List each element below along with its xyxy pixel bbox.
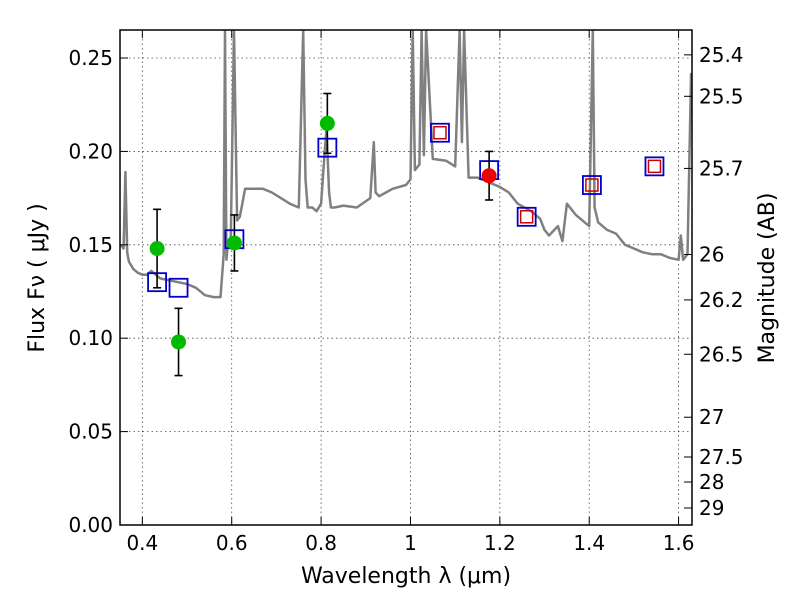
- axis-ticks: 0.4 0.6 0.8 1 1.2 1.4 1.6 0.00 0.05 0.10 0.15 0.20 0…: [68, 30, 744, 555]
- y-tick-label: 0.00: [68, 513, 113, 537]
- x-tick-label: 1.6: [663, 531, 695, 555]
- limit-square: [433, 125, 447, 140]
- limit-square: [585, 178, 599, 192]
- plot-frame: [119, 29, 693, 526]
- x-tick-label: 0.6: [216, 531, 248, 555]
- x-tick-label: 1: [404, 531, 417, 555]
- x-axis-label: Wavelength λ (μm): [301, 564, 511, 589]
- model-photometry-square: [582, 175, 602, 195]
- x-tick-label: 1.2: [484, 531, 516, 555]
- y2-tick-label: 25.5: [699, 84, 744, 108]
- y2-tick-label: 26.5: [699, 342, 744, 366]
- limit-square: [647, 159, 662, 174]
- limit-square: [519, 210, 534, 224]
- y-tick-label: 0.10: [68, 326, 113, 350]
- y2-tick-label: 27: [699, 405, 724, 429]
- model-photometry-square: [644, 156, 665, 177]
- model-photometry-square: [168, 277, 189, 298]
- spectrum-line: [120, 30, 692, 299]
- green-data-point: [149, 241, 165, 257]
- x-tick-label: 0.8: [305, 531, 337, 555]
- y2-tick-label: 29: [699, 496, 724, 520]
- y-tick-label: 0.05: [68, 420, 113, 444]
- y-tick-label: 0.25: [68, 46, 113, 70]
- model-photometry-square: [430, 122, 450, 143]
- y2-tick-label: 25.4: [699, 43, 744, 67]
- x-tick-label: 0.4: [126, 531, 158, 555]
- y2-tick-label: 28: [699, 470, 724, 494]
- y2-tick-label: 25.7: [699, 156, 744, 180]
- plot-area: [120, 30, 692, 377]
- x-tick-label: 1.4: [573, 531, 605, 555]
- y2-tick-label: 26: [699, 243, 724, 267]
- green-data-point: [171, 334, 187, 350]
- green-data-point: [319, 115, 335, 131]
- green-data-point: [226, 235, 242, 251]
- y2-axis-label: Magnitude (AB): [755, 193, 780, 364]
- model-photometry-square: [516, 206, 537, 227]
- y2-tick-label: 26.2: [699, 288, 744, 312]
- y2-tick-label: 27.5: [699, 445, 744, 469]
- y-tick-label: 0.20: [68, 139, 113, 163]
- grid-lines: [120, 30, 692, 526]
- y-tick-label: 0.15: [68, 233, 113, 257]
- red-data-point: [481, 168, 497, 184]
- y-axis-label: Flux Fν ( μJy ): [25, 203, 50, 352]
